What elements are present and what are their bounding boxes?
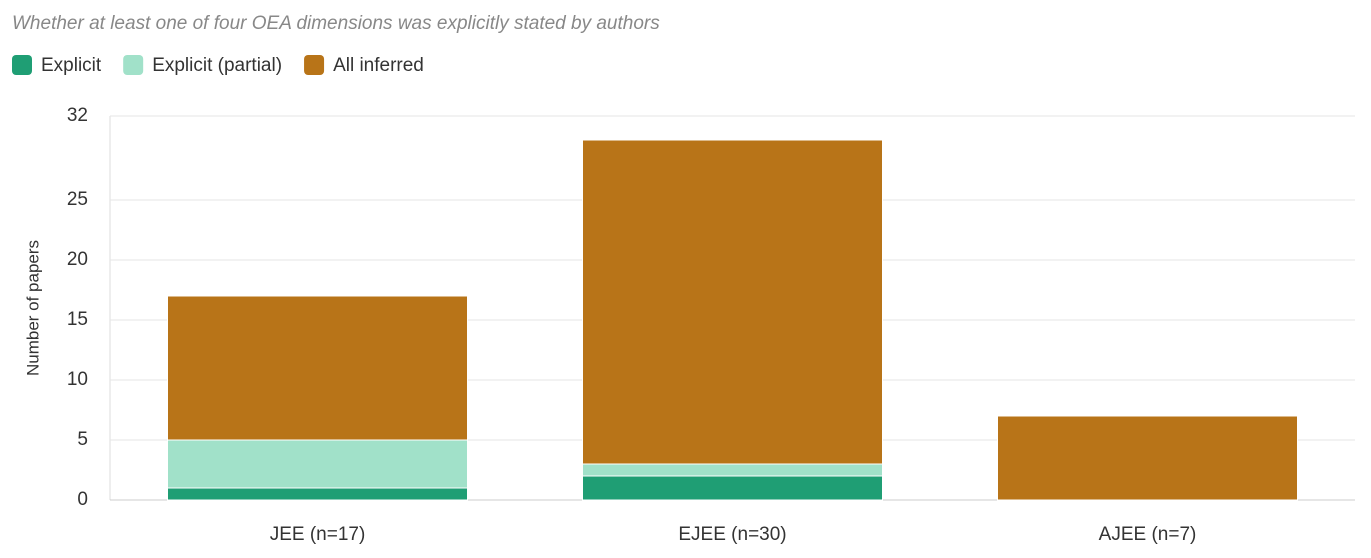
bar-segment <box>167 439 468 489</box>
legend-swatch <box>304 55 325 75</box>
y-axis-label: Number of papers <box>23 240 42 376</box>
legend-swatch <box>12 55 32 75</box>
legend-label: Explicit (partial) <box>152 55 282 76</box>
legend-swatch <box>123 55 144 75</box>
y-tick-label: 5 <box>77 429 88 450</box>
y-tick-label: 32 <box>67 105 88 126</box>
bar-segment <box>582 139 883 465</box>
y-tick-label: 20 <box>67 249 88 270</box>
y-tick-label: 10 <box>67 369 88 390</box>
bar-segment <box>582 475 883 501</box>
bar-segment <box>997 415 1298 501</box>
legend-label: Explicit <box>41 55 102 76</box>
y-tick-label: 0 <box>77 489 88 510</box>
legend-label: All inferred <box>333 55 424 76</box>
chart-subtitle: Whether at least one of four OEA dimensi… <box>12 13 660 34</box>
x-tick-label: AJEE (n=7) <box>1099 524 1197 545</box>
x-tick-label: JEE (n=17) <box>270 524 366 545</box>
y-tick-label: 25 <box>67 189 88 210</box>
bar-segment <box>582 463 883 477</box>
bar-segment <box>167 487 468 501</box>
bar-segment <box>167 295 468 441</box>
x-tick-label: EJEE (n=30) <box>678 524 786 545</box>
y-tick-label: 15 <box>67 309 88 330</box>
